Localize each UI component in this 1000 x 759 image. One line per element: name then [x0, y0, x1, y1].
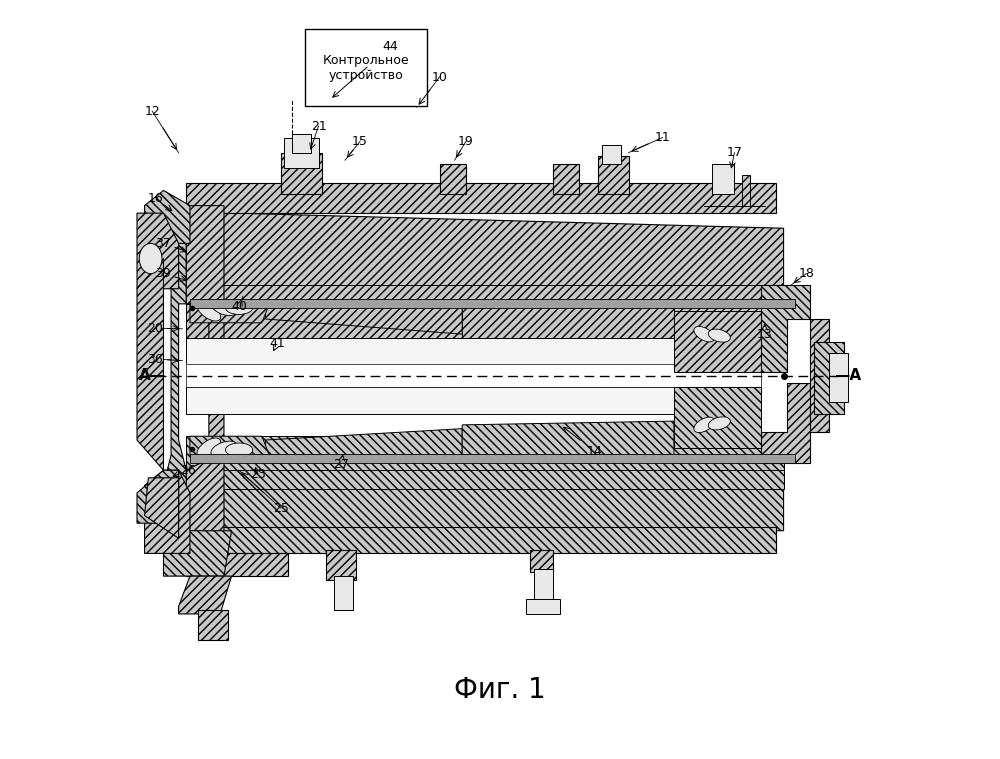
Polygon shape: [163, 206, 186, 538]
Bar: [829, 353, 848, 402]
Text: 14: 14: [587, 445, 602, 458]
Bar: [810, 319, 829, 433]
Bar: [186, 436, 784, 471]
Bar: [198, 610, 228, 641]
Text: 20: 20: [147, 322, 163, 335]
Polygon shape: [186, 213, 784, 288]
Text: Контрольное
устройство: Контрольное устройство: [322, 54, 409, 81]
Bar: [284, 137, 319, 168]
Polygon shape: [761, 285, 810, 372]
Bar: [281, 153, 322, 194]
Text: 10: 10: [432, 71, 447, 83]
Bar: [292, 134, 311, 153]
Polygon shape: [179, 576, 232, 614]
Text: Фиг. 1: Фиг. 1: [454, 676, 546, 704]
Text: 25: 25: [273, 502, 289, 515]
Ellipse shape: [708, 417, 730, 430]
Bar: [186, 183, 776, 213]
Polygon shape: [137, 471, 179, 523]
Polygon shape: [186, 285, 784, 304]
Bar: [186, 527, 776, 553]
Text: 21: 21: [311, 120, 326, 133]
Polygon shape: [674, 387, 761, 448]
Bar: [326, 550, 356, 580]
Bar: [334, 576, 353, 610]
Text: 39: 39: [155, 267, 171, 280]
Text: 18: 18: [798, 267, 814, 280]
Polygon shape: [186, 471, 784, 489]
Bar: [602, 145, 621, 164]
Ellipse shape: [708, 329, 730, 342]
Ellipse shape: [694, 326, 714, 342]
Polygon shape: [145, 191, 190, 244]
Text: 41: 41: [269, 338, 285, 351]
Polygon shape: [163, 206, 224, 538]
Bar: [814, 342, 844, 414]
Text: 23: 23: [250, 468, 266, 480]
FancyBboxPatch shape: [305, 30, 427, 106]
Polygon shape: [190, 436, 269, 455]
Polygon shape: [761, 383, 810, 463]
Bar: [190, 298, 795, 307]
Bar: [186, 364, 761, 387]
Polygon shape: [462, 421, 674, 455]
Bar: [186, 364, 761, 387]
Polygon shape: [462, 304, 674, 338]
Ellipse shape: [211, 441, 237, 457]
Ellipse shape: [225, 443, 253, 457]
Text: 44: 44: [382, 40, 398, 53]
Polygon shape: [137, 259, 163, 471]
Bar: [598, 156, 629, 194]
Text: 13: 13: [757, 328, 773, 341]
Ellipse shape: [211, 300, 237, 316]
Text: 15: 15: [352, 135, 368, 148]
Polygon shape: [674, 311, 761, 372]
Text: 16: 16: [147, 191, 163, 204]
Bar: [530, 550, 553, 572]
Bar: [190, 454, 795, 463]
Bar: [440, 164, 466, 194]
Text: A—: A—: [139, 368, 166, 383]
Bar: [186, 387, 761, 414]
Bar: [712, 164, 734, 194]
Text: 36: 36: [147, 353, 163, 366]
Bar: [526, 599, 560, 614]
Bar: [186, 338, 761, 364]
Text: 12: 12: [144, 105, 160, 118]
Polygon shape: [266, 304, 462, 334]
Polygon shape: [704, 175, 765, 206]
Polygon shape: [145, 471, 190, 553]
Bar: [553, 164, 579, 194]
Bar: [186, 304, 784, 338]
Text: —A: —A: [834, 368, 861, 383]
Polygon shape: [145, 478, 179, 538]
Polygon shape: [137, 213, 179, 288]
Polygon shape: [266, 429, 462, 455]
Text: 37: 37: [155, 237, 171, 250]
Ellipse shape: [139, 244, 162, 274]
Polygon shape: [186, 471, 784, 531]
Text: 19: 19: [458, 135, 474, 148]
Ellipse shape: [694, 417, 714, 433]
Ellipse shape: [225, 301, 253, 314]
Ellipse shape: [197, 302, 221, 321]
Bar: [534, 568, 553, 603]
Text: 27: 27: [333, 458, 349, 471]
Text: 17: 17: [726, 146, 742, 159]
Polygon shape: [186, 553, 288, 576]
Text: 11: 11: [655, 131, 670, 144]
Polygon shape: [190, 304, 269, 323]
Text: 40: 40: [231, 301, 247, 313]
Polygon shape: [163, 531, 232, 576]
Text: 26: 26: [181, 464, 196, 477]
Ellipse shape: [197, 438, 221, 457]
